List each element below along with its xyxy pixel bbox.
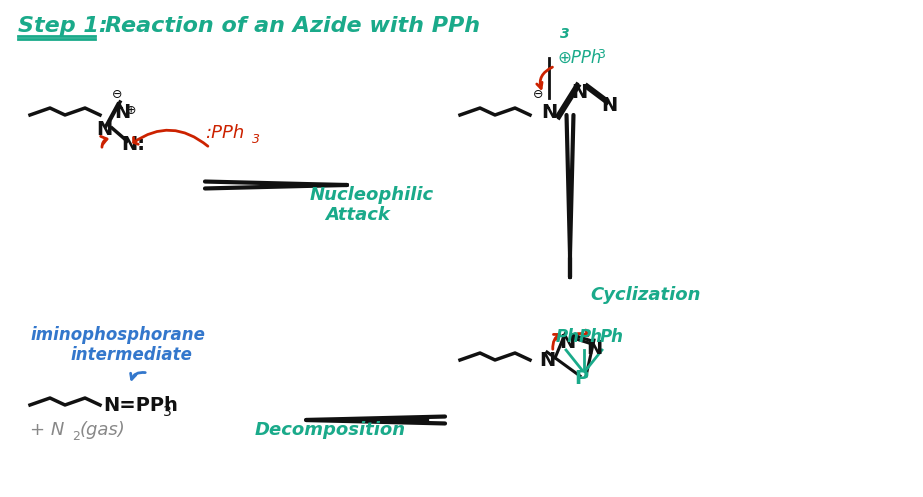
Text: 3: 3	[560, 27, 569, 41]
Text: + N: + N	[30, 421, 65, 439]
Text: Reaction of an Azide with PPh: Reaction of an Azide with PPh	[105, 16, 480, 36]
Text: P: P	[574, 369, 588, 388]
Text: Step 1:: Step 1:	[18, 16, 108, 36]
Text: 2: 2	[72, 430, 80, 443]
Text: N: N	[114, 103, 130, 122]
Text: Ph: Ph	[579, 328, 603, 346]
Text: N: N	[601, 96, 617, 115]
Text: 3: 3	[252, 133, 260, 146]
Text: N: N	[539, 351, 556, 370]
Text: N: N	[571, 83, 587, 102]
Text: Nucleophilic: Nucleophilic	[310, 186, 434, 204]
Text: 3: 3	[163, 405, 172, 419]
Text: N: N	[586, 339, 602, 358]
Text: iminophosphorane: iminophosphorane	[30, 326, 205, 344]
Text: Ph: Ph	[600, 328, 624, 346]
Text: (gas): (gas)	[80, 421, 126, 439]
Text: Attack: Attack	[325, 206, 390, 224]
Text: Cyclization: Cyclization	[590, 286, 701, 304]
Text: Ph: Ph	[556, 328, 580, 346]
Text: :PPh: :PPh	[205, 124, 245, 142]
Text: ⊖: ⊖	[533, 88, 544, 101]
Text: 3: 3	[597, 48, 605, 61]
Text: N: N	[96, 120, 113, 139]
Text: ⊕PPh: ⊕PPh	[557, 49, 602, 67]
Text: ⊕: ⊕	[126, 104, 137, 117]
Text: ⊖: ⊖	[112, 88, 123, 101]
Text: N:: N:	[121, 135, 145, 154]
Text: N: N	[541, 103, 557, 122]
Text: N=PPh: N=PPh	[103, 396, 178, 415]
Text: intermediate: intermediate	[70, 346, 192, 364]
Text: Decomposition: Decomposition	[255, 421, 406, 439]
Text: N: N	[559, 333, 575, 352]
